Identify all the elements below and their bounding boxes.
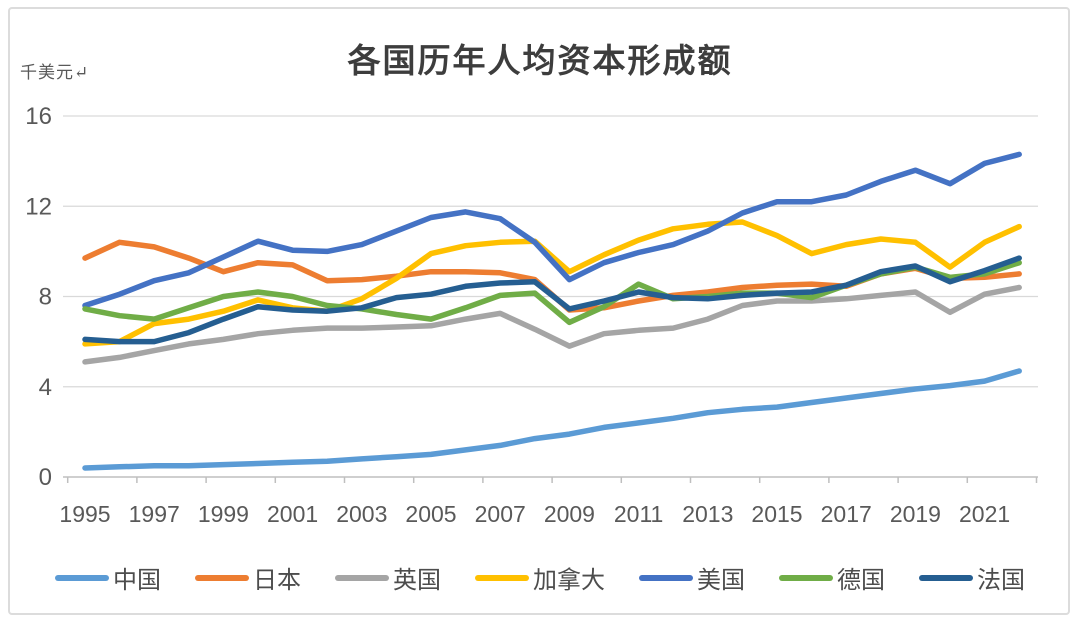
x-tick-label-2013: 2013	[682, 501, 733, 527]
legend-swatch-canada	[475, 574, 529, 581]
x-tick-label-1997: 1997	[129, 501, 180, 527]
chart-legend: 中国 日本 英国 加拿大 美国 德国 法国	[0, 560, 1080, 595]
legend-label-germany: 德国	[837, 566, 885, 594]
legend-item-canada: 加拿大	[475, 560, 605, 595]
y-tick-label-12: 12	[25, 193, 52, 220]
x-tick-label-2017: 2017	[821, 501, 872, 527]
x-tick-label-1995: 1995	[59, 501, 110, 527]
legend-swatch-china	[55, 574, 109, 581]
x-tick-label-2007: 2007	[475, 501, 526, 527]
legend-item-france: 法国	[919, 560, 1025, 595]
x-tick-label-2021: 2021	[959, 501, 1010, 527]
legend-label-canada: 加拿大	[533, 566, 605, 594]
legend-label-japan: 日本	[253, 566, 301, 594]
x-tick-label-2011: 2011	[614, 501, 663, 527]
legend-item-germany: 德国	[779, 560, 885, 595]
y-tick-label-8: 8	[39, 284, 52, 311]
legend-label-china: 中国	[113, 566, 161, 594]
y-tick-label-16: 16	[25, 103, 52, 130]
y-axis-unit-label: 千美元↵	[20, 63, 90, 83]
series-line-usa	[82, 151, 1022, 309]
legend-item-uk: 英国	[335, 560, 441, 595]
x-tick-label-2009: 2009	[544, 501, 595, 527]
x-tick-label-2015: 2015	[751, 501, 802, 527]
x-tick-label-2003: 2003	[336, 501, 387, 527]
x-tick-label-2005: 2005	[405, 501, 456, 527]
legend-label-france: 法国	[977, 566, 1025, 594]
legend-swatch-japan	[195, 574, 249, 581]
series-line-uk	[82, 284, 1022, 365]
legend-label-usa: 美国	[697, 566, 745, 594]
series-line-canada	[82, 219, 1022, 347]
legend-item-japan: 日本	[195, 560, 301, 595]
x-tick-label-1999: 1999	[198, 501, 249, 527]
legend-label-uk: 英国	[393, 566, 441, 594]
y-tick-label-4: 4	[39, 374, 52, 401]
legend-item-china: 中国	[55, 560, 161, 595]
legend-swatch-uk	[335, 574, 389, 581]
legend-swatch-germany	[779, 574, 833, 581]
y-tick-label-0: 0	[39, 464, 52, 491]
series-line-france	[82, 255, 1022, 345]
legend-swatch-france	[919, 574, 973, 581]
chart-title: 各国历年人均资本形成额	[347, 41, 733, 80]
x-tick-label-2019: 2019	[890, 501, 941, 527]
legend-item-usa: 美国	[639, 560, 745, 595]
x-tick-label-2001: 2001	[267, 501, 318, 527]
series-line-china	[82, 368, 1022, 471]
legend-swatch-usa	[639, 574, 693, 581]
